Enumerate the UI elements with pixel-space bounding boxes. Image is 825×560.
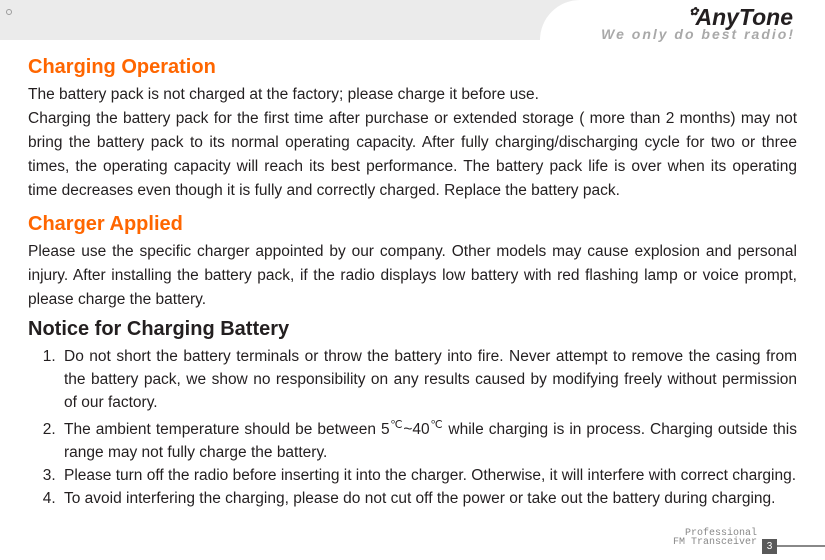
paragraph: The battery pack is not charged at the f… bbox=[28, 83, 797, 107]
heading-charging-operation: Charging Operation bbox=[28, 56, 797, 79]
list-item: To avoid interfering the charging, pleas… bbox=[60, 487, 797, 510]
list-item: Do not short the battery terminals or th… bbox=[60, 345, 797, 414]
heading-charger-applied: Charger Applied bbox=[28, 213, 797, 236]
footer-line-2: FM Transceiver bbox=[673, 537, 757, 548]
footer-label: Professional FM Transceiver bbox=[673, 529, 757, 547]
degree-symbol: ℃ bbox=[390, 419, 404, 431]
list-item: Please turn off the radio before inserti… bbox=[60, 464, 797, 487]
list-item: The ambient temperature should be betwee… bbox=[60, 414, 797, 464]
text: ~40 bbox=[403, 421, 429, 438]
page-footer: Professional FM Transceiver 3 bbox=[0, 530, 825, 554]
paragraph: Please use the specific charger appointe… bbox=[28, 240, 797, 312]
paragraph: Charging the battery pack for the first … bbox=[28, 107, 797, 203]
page-content: Charging Operation The battery pack is n… bbox=[28, 56, 797, 510]
binder-ring-icon bbox=[6, 9, 12, 15]
text: The ambient temperature should be betwee… bbox=[64, 421, 390, 438]
page-number: 3 bbox=[762, 539, 777, 554]
heading-notice-charging: Notice for Charging Battery bbox=[28, 318, 797, 341]
notice-list: Do not short the battery terminals or th… bbox=[28, 345, 797, 510]
brand-slogan: We only do best radio! bbox=[601, 26, 795, 42]
footer-line-icon bbox=[777, 545, 825, 547]
degree-symbol: ℃ bbox=[430, 419, 444, 431]
